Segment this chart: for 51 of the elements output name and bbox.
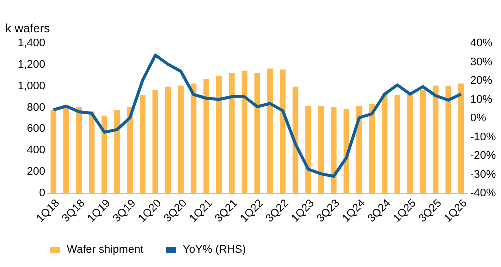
legend-label: YoY% (RHS) — [183, 244, 246, 256]
bar — [446, 86, 452, 193]
bar — [114, 110, 120, 193]
line-series — [52, 54, 463, 178]
bar — [432, 86, 439, 193]
bar — [216, 76, 222, 193]
y2-tick-label: 40% — [470, 38, 493, 50]
bar — [165, 86, 172, 193]
bar — [229, 73, 235, 193]
y2-tick-label: -10% — [470, 131, 496, 144]
bar — [102, 116, 108, 193]
bar — [254, 73, 260, 193]
y2-tick-label: 20% — [470, 75, 493, 87]
bar — [458, 84, 464, 193]
y-tick-label: 1,000 — [18, 80, 46, 92]
bar — [178, 86, 184, 193]
bar — [152, 90, 158, 193]
y2-tick-label: -30% — [470, 168, 496, 181]
y2-tick-label: -20% — [470, 150, 496, 162]
bar — [331, 107, 337, 193]
bar — [280, 70, 286, 193]
y2-tick-label: 30% — [470, 56, 493, 68]
y2-tick-label: 10% — [470, 94, 493, 106]
bar — [89, 112, 95, 193]
bar — [267, 68, 274, 193]
y-tick-label: 400 — [27, 144, 46, 157]
legend-label: Wafer shipment — [67, 244, 144, 256]
bar — [369, 104, 376, 193]
bar — [64, 106, 70, 193]
bar — [356, 106, 362, 193]
y2-tick-label: -40% — [470, 188, 496, 200]
bar — [204, 79, 210, 193]
bar — [306, 106, 312, 193]
bar — [140, 96, 146, 193]
y-tick-label: 800 — [27, 102, 46, 114]
bar — [50, 110, 57, 193]
y2-tick-label: 0% — [470, 112, 487, 124]
y-tick-label: 200 — [27, 166, 46, 178]
bar — [318, 106, 324, 193]
bar — [242, 70, 248, 193]
bar — [394, 96, 400, 193]
bar — [407, 94, 414, 193]
bar — [382, 94, 388, 193]
y-tick-label: 1,200 — [18, 58, 46, 71]
y-axis-title: k wafers — [6, 22, 50, 36]
y-tick-label: 0 — [39, 188, 46, 200]
y-tick-label: 1,400 — [18, 38, 46, 50]
y-tick-label: 600 — [27, 123, 46, 136]
bar — [420, 90, 426, 193]
bar — [190, 84, 197, 193]
bar — [76, 107, 82, 193]
